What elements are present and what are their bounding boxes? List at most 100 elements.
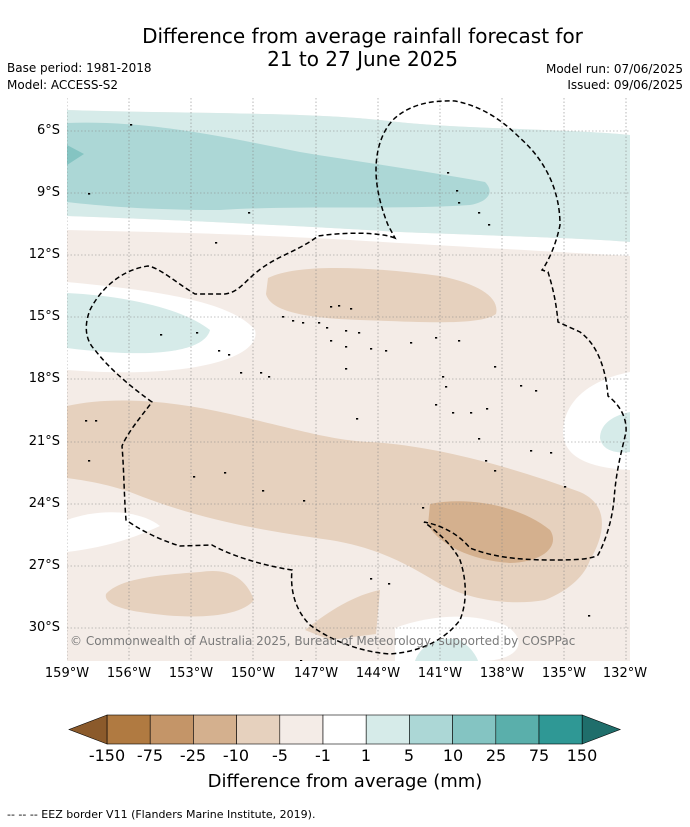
map-title-line1: Difference from average rainfall forecas… [142,24,583,48]
island-marker [345,330,348,332]
island-marker [302,322,305,324]
island-marker [535,390,538,392]
lon-label: 159°W [44,666,90,681]
island-marker [318,322,321,324]
lat-label: 6°S [36,123,60,138]
island-marker [485,460,488,462]
lon-label: 153°W [168,666,214,681]
dry-region-south-central [305,590,380,640]
island-marker [470,412,473,414]
issued-text: Issued: 09/06/2025 [567,78,683,92]
colorbar-bin [452,714,497,745]
colorbar-tick: 10 [442,746,464,765]
island-marker [85,420,88,422]
island-marker [160,334,163,336]
colorbar-tick: 25 [485,746,507,765]
island-marker [292,320,295,322]
eez-legend-footer: -- -- -- EEZ border V11 (Flanders Marine… [7,808,316,821]
wet-region-west [67,293,210,354]
island-marker [370,578,373,580]
island-marker [435,337,438,339]
island-marker [193,476,196,478]
island-marker [520,385,523,387]
colorbar-bin [365,714,410,745]
colorbar-bin [279,714,324,745]
island-marker [248,212,251,214]
lon-label: 138°W [479,666,525,681]
colorbar-tick: 1 [360,746,372,765]
colorbar-tick: -25 [179,746,207,765]
lon-label: 147°W [293,666,339,681]
island-marker [358,332,361,334]
island-marker [370,348,373,350]
colorbar-tick: -1 [315,746,331,765]
island-marker [338,305,341,307]
map-field [67,98,630,661]
island-marker [452,412,455,414]
model-text: Model: ACCESS-S2 [7,78,119,92]
lon-label: 144°W [355,666,401,681]
island-marker [330,306,333,308]
colorbar-tick: -150 [88,746,126,765]
colorbar-bin [495,714,540,745]
island-marker [494,366,497,368]
colorbar-tick: -75 [136,746,164,765]
colorbar-bin [106,714,151,745]
island-marker [388,583,391,585]
lat-label: 24°S [28,496,60,511]
island-marker [218,350,221,352]
lat-label: 30°S [28,620,60,635]
island-marker [262,490,265,492]
island-marker [196,332,199,334]
lat-label: 9°S [36,185,60,200]
lon-label: 156°W [106,666,152,681]
island-markers [85,124,591,661]
island-marker [240,372,243,374]
model-run-text: Model run: 07/06/2025 [545,62,683,76]
colorbar-bin [409,714,453,745]
island-marker [88,193,91,195]
colorbar-bin [322,714,367,745]
island-marker [486,408,489,410]
island-marker [345,346,348,348]
island-marker [350,308,353,310]
island-marker [224,472,227,474]
lat-label: 18°S [28,371,60,386]
island-marker [435,404,438,406]
island-marker [260,372,263,374]
island-marker [228,354,231,356]
island-marker [458,340,461,342]
neutral-band-mid [67,216,630,256]
colorbar-tick: -10 [222,746,250,765]
wet-core-north [67,122,490,210]
lon-label: 132°W [602,666,648,681]
island-marker [530,450,533,452]
island-marker [345,368,348,370]
island-marker [564,486,567,488]
lat-label: 12°S [28,247,60,262]
neutral-region-southwest [67,512,160,552]
lon-label: 141°W [417,666,463,681]
island-marker [456,190,459,192]
island-marker [447,172,450,174]
island-marker [330,340,333,342]
dry-core-south [428,501,554,563]
island-marker [268,376,271,378]
island-marker [300,660,303,661]
colorbar-tick: 75 [528,746,550,765]
map-gridlines [67,98,630,661]
lat-label: 15°S [28,309,60,324]
island-marker [442,376,445,378]
base-period-text: Base period: 1981-2018 [7,61,152,75]
island-marker [356,418,359,420]
lon-label: 135°W [541,666,587,681]
dry-region-southwest [105,570,254,617]
island-marker [478,212,481,214]
lon-label: 150°W [230,666,276,681]
island-marker [422,507,425,509]
wet-spot-northwest [67,145,84,165]
lat-label: 27°S [28,558,60,573]
island-marker [410,342,413,344]
copyright-text: © Commonwealth of Australia 2025, Bureau… [70,634,576,648]
